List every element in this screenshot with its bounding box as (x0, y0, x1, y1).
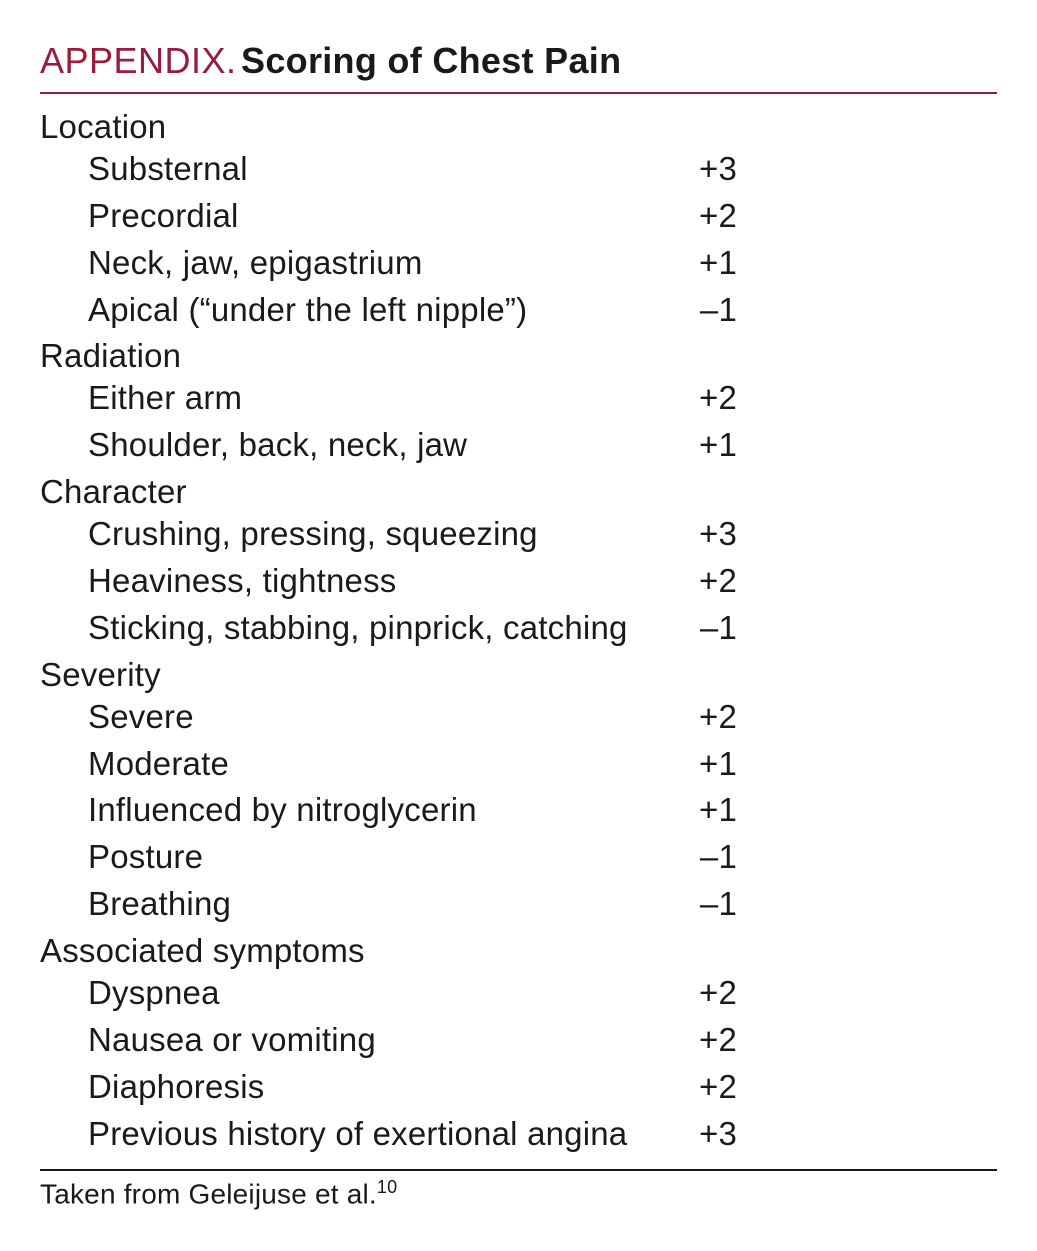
score-value: +2 (657, 375, 997, 422)
score-label: Crushing, pressing, squeezing (40, 511, 538, 558)
score-label: Previous history of exertional angina (40, 1111, 627, 1158)
score-label: Heaviness, tightness (40, 558, 397, 605)
score-row: Sticking, stabbing, pinprick, catching –1 (40, 605, 997, 652)
score-row: Breathing –1 (40, 881, 997, 928)
score-row: Crushing, pressing, squeezing +3 (40, 511, 997, 558)
score-row: Either arm +2 (40, 375, 997, 422)
score-row: Previous history of exertional angina +3 (40, 1111, 997, 1158)
score-label: Neck, jaw, epigastrium (40, 240, 423, 287)
score-value: +2 (657, 1017, 997, 1064)
score-label: Apical (“under the left nipple”) (40, 287, 527, 334)
score-value: +2 (657, 970, 997, 1017)
score-row: Heaviness, tightness +2 (40, 558, 997, 605)
score-label: Substernal (40, 146, 248, 193)
score-row: Substernal +3 (40, 146, 997, 193)
score-row: Precordial +2 (40, 193, 997, 240)
score-label: Shoulder, back, neck, jaw (40, 422, 467, 469)
footnote-text: Taken from Geleijuse et al. (40, 1179, 377, 1210)
score-label: Sticking, stabbing, pinprick, catching (40, 605, 628, 652)
score-row: Nausea or vomiting +2 (40, 1017, 997, 1064)
score-value: +3 (657, 1111, 997, 1158)
score-value: –1 (657, 881, 997, 928)
title-row: APPENDIX. Scoring of Chest Pain (40, 40, 997, 94)
score-row: Apical (“under the left nipple”) –1 (40, 287, 997, 334)
section-header: Associated symptoms (40, 932, 997, 970)
score-row: Severe +2 (40, 694, 997, 741)
score-row: Moderate +1 (40, 741, 997, 788)
score-row: Dyspnea +2 (40, 970, 997, 1017)
score-value: +2 (657, 1064, 997, 1111)
score-label: Nausea or vomiting (40, 1017, 376, 1064)
score-label: Influenced by nitroglycerin (40, 787, 477, 834)
score-value: +2 (657, 193, 997, 240)
section-header: Location (40, 108, 997, 146)
score-label: Precordial (40, 193, 239, 240)
score-value: –1 (657, 605, 997, 652)
footnote: Taken from Geleijuse et al.10 (40, 1177, 997, 1210)
score-value: +1 (657, 422, 997, 469)
score-row: Diaphoresis +2 (40, 1064, 997, 1111)
score-label: Either arm (40, 375, 242, 422)
score-value: –1 (657, 287, 997, 334)
appendix-table: APPENDIX. Scoring of Chest Pain Location… (40, 40, 997, 1211)
score-value: +1 (657, 741, 997, 788)
score-value: +3 (657, 511, 997, 558)
score-value: +2 (657, 558, 997, 605)
score-value: +1 (657, 787, 997, 834)
score-label: Dyspnea (40, 970, 220, 1017)
score-label: Diaphoresis (40, 1064, 264, 1111)
score-value: +2 (657, 694, 997, 741)
score-value: +1 (657, 240, 997, 287)
score-value: –1 (657, 834, 997, 881)
score-label: Breathing (40, 881, 231, 928)
section-header: Severity (40, 656, 997, 694)
score-row: Posture –1 (40, 834, 997, 881)
section-header: Character (40, 473, 997, 511)
score-label: Moderate (40, 741, 229, 788)
footnote-ref: 10 (377, 1177, 397, 1197)
appendix-title: Scoring of Chest Pain (241, 40, 621, 81)
score-row: Influenced by nitroglycerin +1 (40, 787, 997, 834)
section-header: Radiation (40, 337, 997, 375)
score-label: Posture (40, 834, 203, 881)
score-value: +3 (657, 146, 997, 193)
score-label: Severe (40, 694, 194, 741)
bottom-rule: Taken from Geleijuse et al.10 (40, 1169, 997, 1210)
score-row: Neck, jaw, epigastrium +1 (40, 240, 997, 287)
score-row: Shoulder, back, neck, jaw +1 (40, 422, 997, 469)
scoring-body: LocationSubsternal+3Precordial+2Neck, ja… (40, 108, 997, 1157)
appendix-label: APPENDIX. (40, 40, 237, 81)
